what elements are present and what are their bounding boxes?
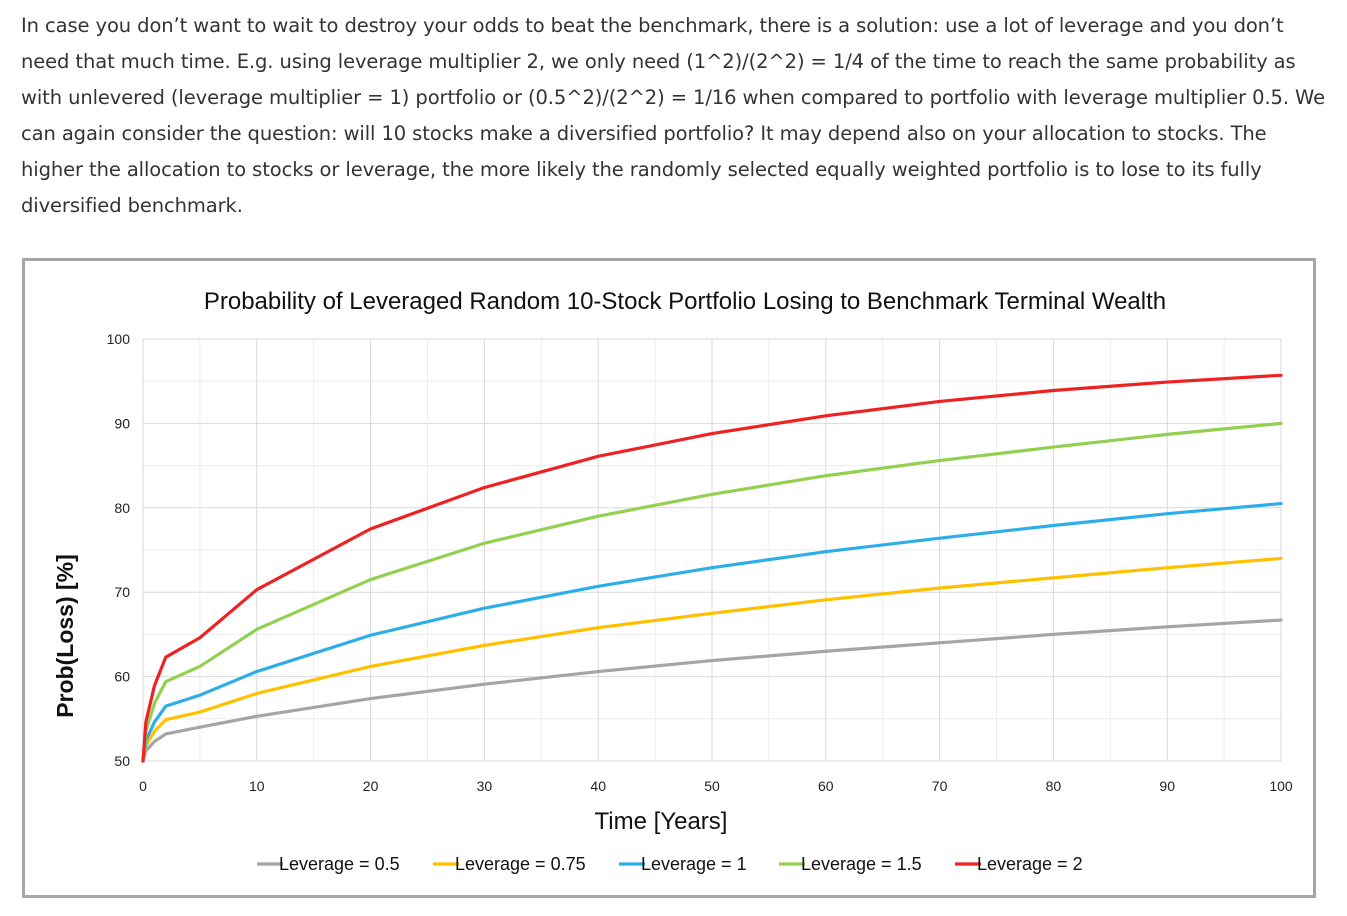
y-tick-label: 60 — [114, 669, 130, 685]
chart-legend: Leverage = 0.5 Leverage = 0.75 Leverage = … — [257, 854, 1083, 874]
article-body: In case you don’t want to wait to destro… — [21, 8, 1331, 224]
y-tick-label: 80 — [114, 500, 130, 516]
x-tick-label: 70 — [932, 778, 948, 794]
chart-title: Probability of Leveraged Random 10-Stock… — [204, 288, 1166, 315]
line-chart: Probability of Leveraged Random 10-Stock… — [52, 288, 1293, 874]
x-tick-label: 40 — [590, 778, 606, 794]
x-tick-label: 50 — [704, 778, 720, 794]
chart-grid — [142, 338, 1282, 762]
article-paragraph: In case you don’t want to wait to destro… — [21, 14, 1325, 217]
y-tick-label: 90 — [114, 415, 130, 431]
legend-label: Leverage = 1.5 — [801, 854, 922, 874]
y-tick-label: 50 — [114, 753, 130, 769]
x-tick-label: 20 — [363, 778, 379, 794]
x-axis-title: Time [Years] — [595, 808, 728, 835]
x-tick-label: 30 — [477, 778, 493, 794]
y-axis-title: Prob(Loss) [%] — [52, 554, 78, 718]
y-tick-label: 100 — [107, 331, 131, 347]
x-tick-label: 80 — [1046, 778, 1062, 794]
series-line — [141, 421, 1283, 763]
series-line — [141, 556, 1283, 763]
x-tick-label: 90 — [1159, 778, 1175, 794]
y-axis-ticks: 50 60 70 80 90 100 — [107, 331, 131, 769]
x-tick-label: 100 — [1269, 778, 1293, 794]
x-tick-label: 10 — [249, 778, 265, 794]
x-tick-label: 0 — [139, 778, 147, 794]
series-line — [141, 373, 1283, 763]
legend-label: Leverage = 1 — [641, 854, 747, 874]
legend-label: Leverage = 0.5 — [279, 854, 400, 874]
y-tick-label: 70 — [114, 584, 130, 600]
x-axis-ticks: 0 10 20 30 40 50 60 70 80 90 100 — [139, 778, 1293, 794]
series-line — [141, 501, 1283, 763]
x-tick-label: 60 — [818, 778, 834, 794]
legend-label: Leverage = 2 — [977, 854, 1083, 874]
chart-frame: Probability of Leveraged Random 10-Stock… — [22, 258, 1316, 898]
series-line — [141, 618, 1283, 763]
legend-label: Leverage = 0.75 — [455, 854, 586, 874]
chart-series — [141, 373, 1283, 763]
